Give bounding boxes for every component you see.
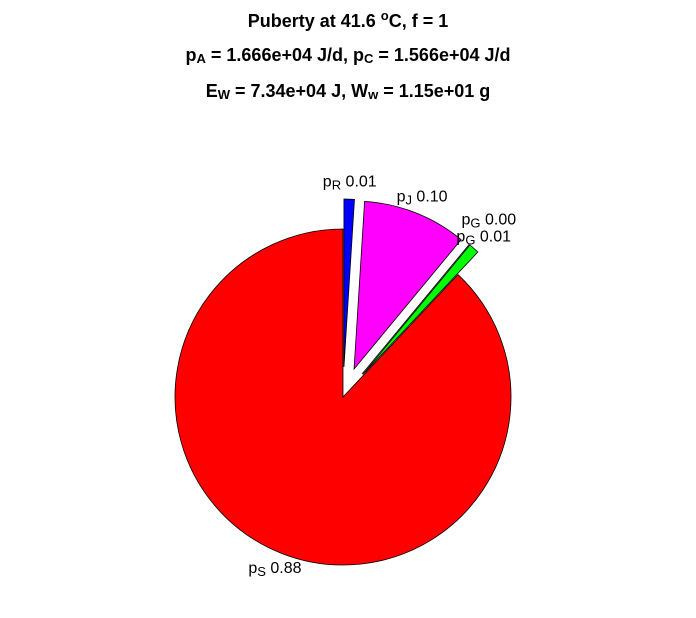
slice-value-label: 0.01 <box>475 229 511 246</box>
chart-title: Puberty at 41.6 oC, f = 1 <box>248 8 449 31</box>
slice-label: pS 0.88 <box>248 560 301 579</box>
subscript: W <box>218 87 231 102</box>
chart-title: pA = 1.666e+04 J/d, pC = 1.566e+04 J/d <box>186 45 511 67</box>
text-part: p <box>186 45 197 65</box>
pie-slice <box>353 201 462 371</box>
slice-label: pJ 0.10 <box>397 189 448 208</box>
slice-value-label: 0.88 <box>266 560 302 577</box>
slice-label: pG 0.00 <box>462 212 517 231</box>
text-part: E <box>206 81 218 101</box>
text-part: Puberty at 41.6 <box>248 11 381 31</box>
slice-label: pG 0.01 <box>456 229 511 248</box>
slice-value-label: 0.10 <box>412 189 448 206</box>
slice-value-label: 0.00 <box>481 212 517 229</box>
text-part: p <box>462 212 471 229</box>
superscript: o <box>381 8 389 23</box>
text-part: = 1.666e+04 J/d, p <box>206 45 364 65</box>
text-part: = 1.15e+01 g <box>378 81 490 101</box>
subscript: J <box>405 193 412 208</box>
subscript: C <box>364 51 374 66</box>
text-part: p <box>248 560 257 577</box>
slice-label: pR 0.01 <box>323 174 377 193</box>
text-part: = 7.34e+04 J, W <box>230 81 368 101</box>
text-part: C, f = 1 <box>389 11 449 31</box>
pie-slice <box>174 228 512 566</box>
text-part: p <box>323 174 332 191</box>
subscript: A <box>197 51 207 66</box>
text-part: = 1.566e+04 J/d <box>373 45 510 65</box>
pie-slice <box>362 244 479 375</box>
subscript: S <box>257 564 266 579</box>
subscript: G <box>465 233 475 248</box>
chart-title: EW = 7.34e+04 J, Ww = 1.15e+01 g <box>206 81 491 103</box>
pie-slice <box>343 198 355 368</box>
subscript: w <box>367 87 379 102</box>
subscript: G <box>470 216 480 231</box>
text-part: p <box>397 189 406 206</box>
text-part: p <box>456 229 465 246</box>
subscript: R <box>332 178 341 193</box>
slice-value-label: 0.01 <box>341 174 377 191</box>
